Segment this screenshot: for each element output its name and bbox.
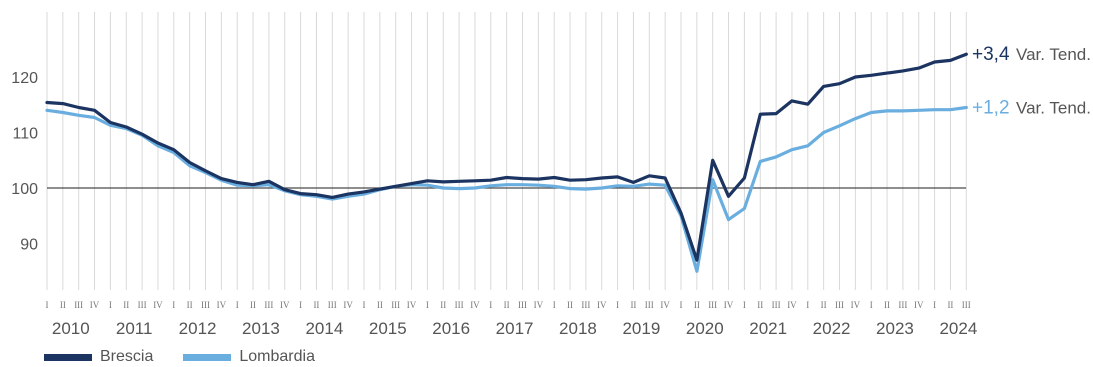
quarter-tick-label: IV	[470, 300, 480, 310]
quarter-tick-label: II	[123, 300, 129, 310]
quarter-tick-label: III	[708, 300, 717, 310]
quarter-tick-label: II	[630, 300, 636, 310]
year-label: 2013	[242, 319, 280, 338]
quarter-tick-label: II	[60, 300, 66, 310]
quarter-tick-label: II	[250, 300, 256, 310]
series-lines	[45, 52, 968, 273]
quarter-tick-label: I	[363, 300, 366, 310]
quarter-tick-label: I	[616, 300, 619, 310]
year-label: 2023	[876, 319, 914, 338]
quarter-tick-label: I	[553, 300, 556, 310]
year-label: 2015	[369, 319, 407, 338]
end-labels: +3,4 Var. Tend. +1,2 Var. Tend.	[972, 44, 1091, 118]
legend-item-brescia: Brescia	[44, 348, 153, 366]
quarter-tick-label: II	[187, 300, 193, 310]
quarter-tick-label: I	[46, 300, 49, 310]
quarter-tick-label: I	[109, 300, 112, 310]
quarter-tick-label: III	[835, 300, 844, 310]
quarter-tick-label: I	[743, 300, 746, 310]
quarter-tick-label: III	[138, 300, 147, 310]
quarter-tick-label: I	[806, 300, 809, 310]
quarter-tick-label: IV	[787, 300, 797, 310]
quarter-tick-label: III	[74, 300, 83, 310]
year-label: 2021	[749, 319, 787, 338]
quarter-tick-label: III	[455, 300, 464, 310]
x-axis: I II III IV I II III IV I II III IV I II III IV I II III IV…	[46, 300, 978, 338]
quarter-tick-label: III	[201, 300, 210, 310]
quarter-tick-label: II	[757, 300, 763, 310]
quarter-tick-label: IV	[724, 300, 734, 310]
quarter-tick-label: IV	[597, 300, 607, 310]
quarter-tick-label: III	[391, 300, 400, 310]
vertical-grid	[46, 12, 967, 290]
legend-swatch-brescia	[44, 353, 92, 361]
year-label: 2011	[116, 319, 153, 338]
year-label: 2022	[813, 319, 851, 338]
year-label: 2016	[432, 319, 470, 338]
quarter-tick-label: II	[821, 300, 827, 310]
quarter-tick-label: III	[645, 300, 654, 310]
quarter-tick-label: I	[680, 300, 683, 310]
quarter-tick-label: I	[933, 300, 936, 310]
series-line-lombardia	[45, 105, 968, 273]
legend: Brescia Lombardia	[44, 348, 315, 366]
quarter-tick-label: IV	[534, 300, 544, 310]
y-tick-label: 110	[12, 126, 38, 143]
quarter-tick-label: II	[694, 300, 700, 310]
year-label: 2010	[52, 319, 90, 338]
quarter-tick-label: III	[518, 300, 527, 310]
quarter-tick-label: IV	[660, 300, 670, 310]
quarter-tick-label: II	[440, 300, 446, 310]
legend-item-lombardia: Lombardia	[183, 348, 315, 366]
quarter-tick-label: I	[299, 300, 302, 310]
quarter-tick-label: II	[313, 300, 319, 310]
quarter-tick-label: IV	[407, 300, 417, 310]
quarter-tick-label: II	[377, 300, 383, 310]
y-tick-label: 90	[20, 237, 38, 254]
legend-label-brescia: Brescia	[100, 348, 154, 365]
quarter-tick-label: IV	[343, 300, 353, 310]
quarter-tick-label: IV	[914, 300, 924, 310]
end-label-text-brescia: Var. Tend.	[1016, 45, 1091, 64]
quarter-tick-label: I	[489, 300, 492, 310]
year-label: 2020	[686, 319, 724, 338]
quarter-tick-label: III	[962, 300, 971, 310]
quarter-tick-label: I	[870, 300, 873, 310]
year-label: 2024	[939, 319, 977, 338]
end-label-value-brescia: +3,4	[972, 44, 1010, 65]
quarter-tick-label: IV	[851, 300, 861, 310]
quarter-tick-label: II	[504, 300, 510, 310]
series-line-brescia	[45, 52, 968, 262]
quarter-tick-label: II	[567, 300, 573, 310]
quarter-tick-label: III	[581, 300, 590, 310]
quarter-tick-label: III	[772, 300, 781, 310]
legend-swatch-lombardia	[183, 353, 232, 361]
quarter-tick-label: I	[426, 300, 429, 310]
quarter-tick-label: IV	[90, 300, 100, 310]
quarter-tick-label: II	[884, 300, 890, 310]
quarter-tick-label: I	[236, 300, 239, 310]
end-label-value-lombardia: +1,2	[972, 98, 1010, 119]
end-label-text-lombardia: Var. Tend.	[1016, 99, 1091, 118]
quarter-tick-label: III	[328, 300, 337, 310]
quarter-tick-label: IV	[153, 300, 163, 310]
year-label: 2014	[305, 319, 343, 338]
y-tick-label: 100	[11, 181, 38, 198]
year-label: 2017	[496, 319, 534, 338]
year-label: 2012	[179, 319, 217, 338]
quarter-tick-label: III	[898, 300, 907, 310]
year-label: 2018	[559, 319, 597, 338]
quarter-tick-label: I	[172, 300, 175, 310]
y-axis: 90 100 110 120	[11, 70, 38, 254]
quarter-tick-label: III	[264, 300, 273, 310]
y-tick-label: 120	[11, 70, 38, 87]
quarter-tick-label: II	[947, 300, 953, 310]
quarter-tick-label: IV	[217, 300, 227, 310]
year-label: 2019	[622, 319, 660, 338]
legend-label-lombardia: Lombardia	[239, 348, 315, 365]
quarter-tick-label: IV	[280, 300, 290, 310]
